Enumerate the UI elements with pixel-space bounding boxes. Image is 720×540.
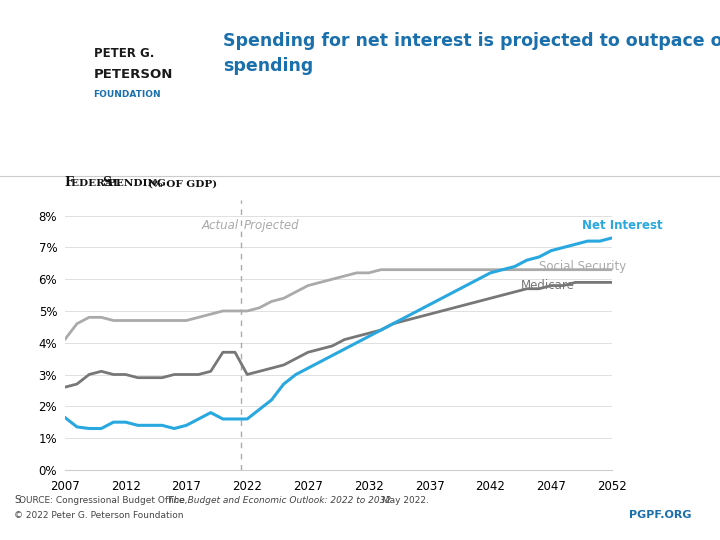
Text: EDERAL: EDERAL bbox=[71, 179, 123, 188]
Text: OURCE: Congressional Budget Office,: OURCE: Congressional Budget Office, bbox=[19, 496, 191, 505]
Text: F: F bbox=[65, 176, 73, 190]
Polygon shape bbox=[28, 55, 45, 96]
Text: S: S bbox=[14, 495, 21, 505]
Text: PETERSON: PETERSON bbox=[94, 68, 173, 82]
Text: Actual: Actual bbox=[202, 219, 239, 232]
Text: PENDING: PENDING bbox=[108, 179, 169, 188]
Text: S: S bbox=[102, 176, 112, 190]
Text: The Budget and Economic Outlook: 2022 to 2032: The Budget and Economic Outlook: 2022 to… bbox=[168, 496, 391, 505]
Text: FOUNDATION: FOUNDATION bbox=[94, 90, 161, 99]
Text: May 2022.: May 2022. bbox=[379, 496, 429, 505]
Text: Social Security: Social Security bbox=[539, 260, 626, 273]
Text: PETER G.: PETER G. bbox=[94, 46, 154, 60]
Text: spending: spending bbox=[223, 57, 313, 75]
Text: Medicare: Medicare bbox=[521, 279, 575, 292]
Ellipse shape bbox=[23, 96, 49, 111]
FancyArrowPatch shape bbox=[29, 59, 36, 92]
Text: PGPF.ORG: PGPF.ORG bbox=[629, 510, 691, 521]
Text: © 2022 Peter G. Peterson Foundation: © 2022 Peter G. Peterson Foundation bbox=[14, 511, 184, 521]
Text: Net Interest: Net Interest bbox=[582, 219, 662, 232]
Text: Projected: Projected bbox=[243, 219, 300, 232]
FancyArrowPatch shape bbox=[37, 59, 44, 92]
Bar bbox=[27, 108, 46, 125]
Text: Spending for net interest is projected to outpace other: Spending for net interest is projected t… bbox=[223, 32, 720, 50]
Text: (% OF GDP): (% OF GDP) bbox=[148, 179, 217, 188]
